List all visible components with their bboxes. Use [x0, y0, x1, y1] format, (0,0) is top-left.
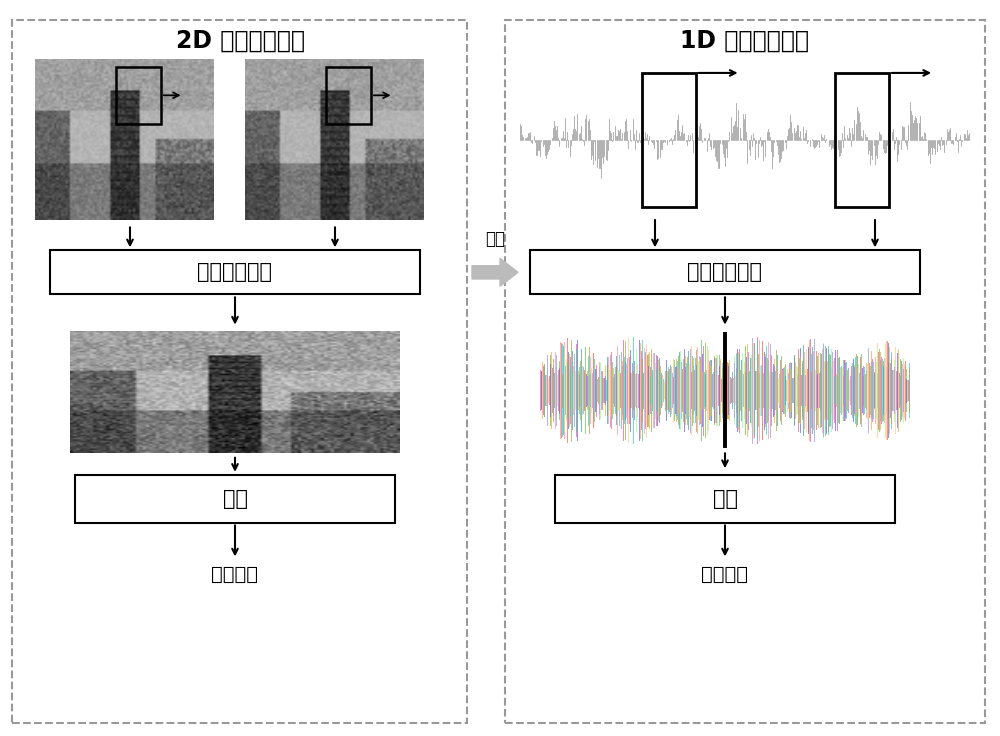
Text: 质量分数: 质量分数 [702, 565, 748, 584]
Text: 1D 音频质量评价: 1D 音频质量评价 [680, 29, 810, 52]
FancyArrow shape [472, 258, 518, 286]
FancyBboxPatch shape [530, 250, 920, 294]
FancyBboxPatch shape [75, 475, 395, 523]
FancyBboxPatch shape [555, 475, 895, 523]
Text: 2D 视觉质量评价: 2D 视觉质量评价 [176, 29, 304, 52]
Text: 质量分数: 质量分数 [212, 565, 258, 584]
Text: 局部失真度量: 局部失真度量 [198, 262, 272, 283]
Text: 池化: 池化 [712, 489, 738, 509]
Text: 推广: 推广 [485, 230, 505, 248]
FancyBboxPatch shape [50, 250, 420, 294]
Text: 池化: 池化 [222, 489, 248, 509]
Text: 局部失真度量: 局部失真度量 [688, 262, 763, 283]
